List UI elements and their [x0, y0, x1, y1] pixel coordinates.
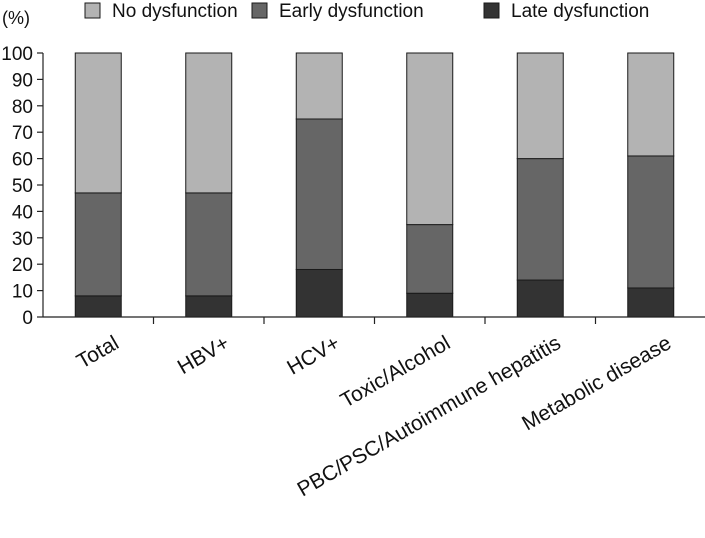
legend-swatch-no-dysfunction	[84, 2, 101, 19]
x-category-label: HBV+	[174, 331, 234, 379]
y-tick-label: 40	[12, 202, 33, 223]
bar-late-dysfunction	[516, 279, 564, 318]
bar-early-dysfunction	[406, 224, 454, 294]
legend: No dysfunction Early dysfunction Late dysf…	[84, 1, 649, 22]
bar-early-dysfunction	[295, 118, 343, 270]
bar-late-dysfunction	[74, 295, 122, 318]
y-tick-label: 0	[22, 308, 33, 329]
bar-late-dysfunction	[406, 292, 454, 318]
bar-no-dysfunction	[295, 52, 343, 120]
bar-no-dysfunction	[627, 52, 675, 157]
bar-no-dysfunction	[185, 52, 233, 194]
y-tick-label: 10	[12, 282, 33, 303]
y-tick-label: 100	[1, 44, 33, 65]
y-tick-label: 30	[12, 229, 33, 250]
legend-label-late-dysfunction: Late dysfunction	[511, 1, 649, 22]
y-tick-label: 70	[12, 123, 33, 144]
y-axis: 0 10 20 30 40 50 60 70 80 90 100	[1, 44, 44, 329]
bar-early-dysfunction	[627, 155, 675, 289]
legend-swatch-early-dysfunction	[251, 2, 268, 19]
y-tick-label: 50	[12, 176, 33, 197]
y-tick-label: 90	[12, 70, 33, 91]
legend-label-no-dysfunction: No dysfunction	[112, 1, 238, 22]
bar-no-dysfunction	[74, 52, 122, 194]
bar-early-dysfunction	[516, 158, 564, 281]
x-axis: Total HBV+ HCV+Toxic/AlcoholPBC/PSC/Autoim…	[43, 316, 705, 501]
bar-no-dysfunction	[516, 52, 564, 160]
legend-swatch-late-dysfunction	[483, 2, 500, 19]
x-category-label: Total	[73, 331, 123, 373]
y-unit-label: (%)	[2, 8, 30, 28]
bar-early-dysfunction	[185, 192, 233, 297]
bars	[74, 52, 675, 318]
x-category-label: HCV+	[283, 331, 344, 379]
y-tick-label: 60	[12, 150, 33, 171]
y-tick-label: 80	[12, 97, 33, 118]
bar-no-dysfunction	[406, 52, 454, 226]
bar-early-dysfunction	[74, 192, 122, 297]
legend-label-early-dysfunction: Early dysfunction	[279, 1, 424, 22]
bar-late-dysfunction	[185, 295, 233, 318]
bar-late-dysfunction	[295, 268, 343, 318]
y-tick-label: 20	[12, 255, 33, 276]
bar-late-dysfunction	[627, 287, 675, 318]
